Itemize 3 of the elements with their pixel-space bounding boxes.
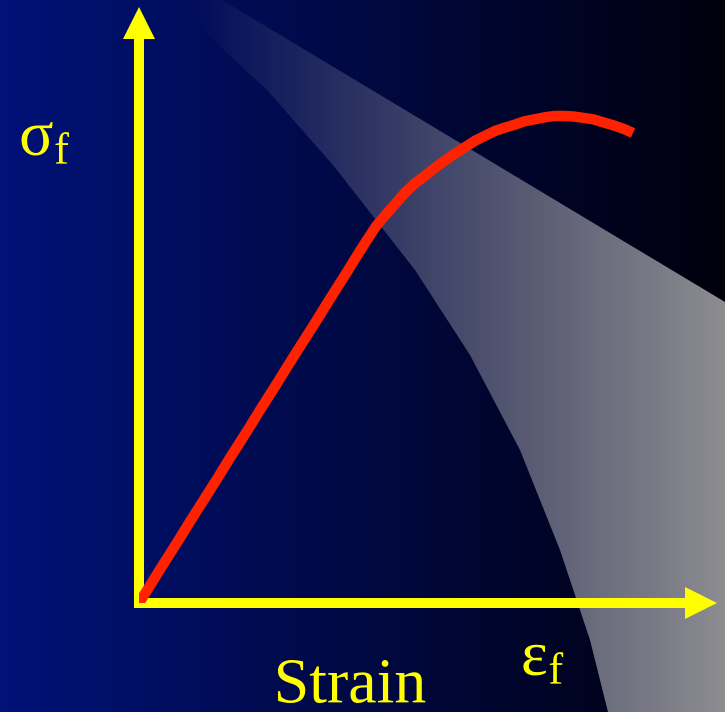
y-axis-title: σ$_{f}$ (22, 122, 69, 164)
x-axis-title: Strain (278, 660, 426, 703)
text: ε$_{f}$ (523, 644, 564, 684)
